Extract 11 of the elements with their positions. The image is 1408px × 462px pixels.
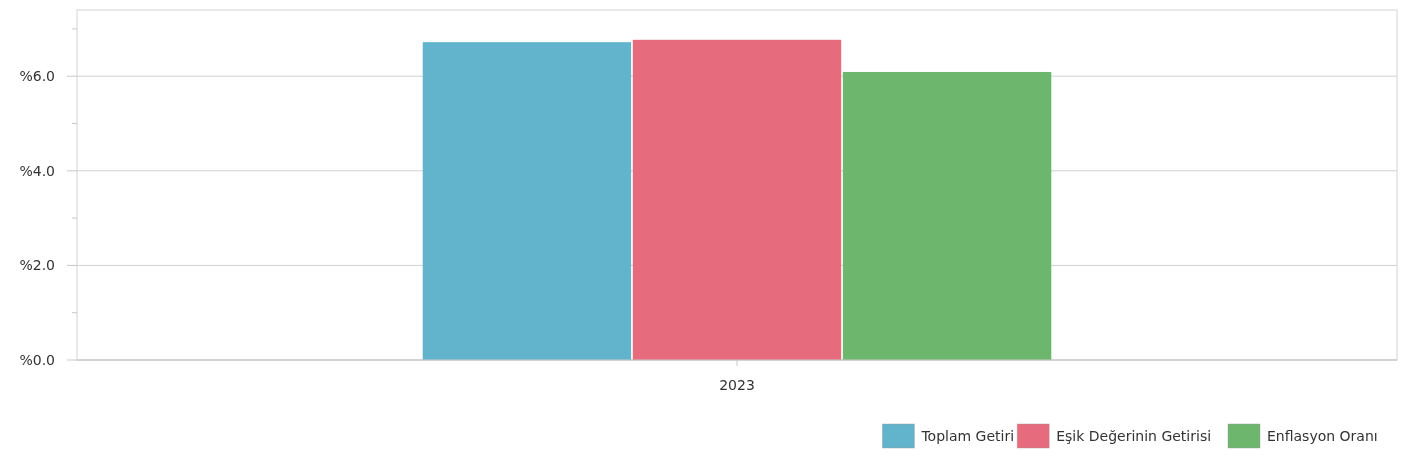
legend-label: Enflasyon Oranı <box>1267 427 1378 444</box>
y-tick-label: %6.0 <box>19 68 55 85</box>
y-tick-label: %2.0 <box>19 257 55 274</box>
x-tick-label: 2023 <box>719 377 755 393</box>
bar <box>422 42 632 360</box>
bar <box>842 71 1052 360</box>
y-tick-label: %0.0 <box>19 351 55 368</box>
legend-label: Toplam Getiri <box>920 427 1015 444</box>
y-tick-label: %4.0 <box>19 162 55 179</box>
bar <box>632 39 842 360</box>
legend-label: Eşik Değerinin Getirisi <box>1056 427 1212 444</box>
